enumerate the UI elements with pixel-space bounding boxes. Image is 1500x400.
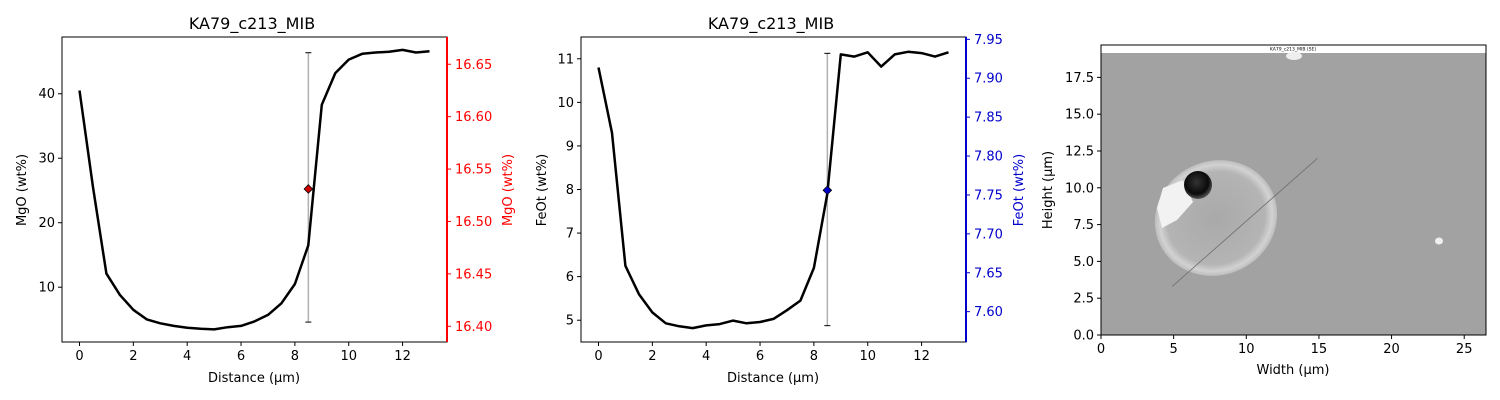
right-y-tick-label: 7.85 <box>974 111 1003 126</box>
right-y-tick-label: 16.65 <box>455 58 492 73</box>
mgo-right-ticks: 16.40 16.45 16.50 16.55 16.60 16.65 <box>447 58 492 335</box>
right-y-tick-label: 7.65 <box>974 266 1003 281</box>
image-y-ticks: 0.0 2.5 5.0 7.5 10.0 12.5 15.0 17.5 <box>1065 71 1101 344</box>
feo-x-ticks: 0 2 4 6 8 10 12 <box>594 342 930 364</box>
x-tick-label: 8 <box>810 349 818 364</box>
bright-crystal <box>1157 180 1193 228</box>
x-tick-label: 8 <box>291 349 299 364</box>
x-tick-label: 0 <box>75 349 83 364</box>
right-y-tick-label: 16.60 <box>455 110 492 125</box>
x-tick-label: 20 <box>1383 342 1400 357</box>
y-tick-label: 7.5 <box>1073 218 1094 233</box>
feo-x-axis-label: Distance (µm) <box>727 371 819 386</box>
se-image-panel: 0.02.55.07.510.012.515.017.5 0 5 10 15 20 25 … <box>1041 44 1487 378</box>
y-tick-label: 5 <box>566 314 574 329</box>
x-tick-label: 12 <box>394 349 411 364</box>
image-y-axis-label: Height (µm) <box>1041 151 1056 229</box>
transect-line <box>1171 158 1318 287</box>
y-tick-label: 6 <box>566 270 574 285</box>
x-tick-label: 0 <box>1097 342 1105 357</box>
mgo-profile-line <box>78 48 430 331</box>
mgo-left-ticks: 10 20 30 40 <box>38 87 62 296</box>
right-y-tick-label: 7.90 <box>974 72 1003 87</box>
image-x-ticks: 0 5 10 15 20 25 <box>1097 335 1473 357</box>
mgo-y-axis-label: MgO (wt%) <box>15 154 30 226</box>
y-tick-label: 8 <box>566 183 574 198</box>
x-tick-label: 15 <box>1311 342 1328 357</box>
x-tick-label: 12 <box>913 349 930 364</box>
y-tick-label: 0.0 <box>1073 329 1094 344</box>
y-tick-label: 17.5 <box>1065 71 1094 86</box>
x-tick-label: 6 <box>237 349 245 364</box>
mgo-right-axis-label: MgO (wt%) <box>501 154 516 226</box>
right-y-tick-label: 16.55 <box>455 163 492 178</box>
right-y-tick-label: 16.45 <box>455 267 492 282</box>
right-y-tick-label: 7.70 <box>974 227 1003 242</box>
y-tick-label: 10 <box>557 96 574 111</box>
feo-right-axis-label: FeOt (wt%) <box>1012 154 1027 226</box>
feo-chart-title: KA79_c213_MIB <box>708 14 834 34</box>
x-tick-label: 10 <box>859 349 876 364</box>
vesicle <box>1184 171 1212 199</box>
image-caption-strip <box>1101 45 1486 53</box>
x-tick-label: 25 <box>1456 342 1473 357</box>
y-tick-label: 5.0 <box>1073 255 1094 270</box>
feo-left-ticks: 5 6 7 8 9 10 11 <box>557 52 581 329</box>
image-frame <box>1100 44 1487 336</box>
y-tick-label: 20 <box>38 216 55 231</box>
x-tick-label: 10 <box>1238 342 1255 357</box>
y-tick-label: 2.5 <box>1073 292 1094 307</box>
x-tick-label: 0 <box>594 349 602 364</box>
x-tick-label: 10 <box>340 349 357 364</box>
feo-y-axis-label: FeOt (wt%) <box>535 154 550 226</box>
x-tick-label: 2 <box>648 349 656 364</box>
right-y-tick-label: 7.75 <box>974 188 1003 203</box>
right-y-tick-label: 16.50 <box>455 215 492 230</box>
feo-plot-frame <box>580 36 967 343</box>
x-tick-label: 2 <box>129 349 137 364</box>
feo-profile-line <box>597 50 949 330</box>
right-y-tick-label: 7.60 <box>974 305 1003 320</box>
x-tick-label: 4 <box>702 349 710 364</box>
y-tick-label: 11 <box>557 52 574 67</box>
small-particle <box>1435 237 1443 245</box>
y-tick-label: 40 <box>38 87 55 102</box>
sem-image: KA79_c213_MIB (SE) <box>1101 45 1486 335</box>
mgo-x-ticks: 0 2 4 6 8 10 12 <box>75 342 411 364</box>
feo-right-point <box>822 185 833 196</box>
y-tick-label: 15.0 <box>1065 108 1094 123</box>
x-tick-label: 5 <box>1170 342 1178 357</box>
y-tick-label: 10 <box>38 281 55 296</box>
right-y-tick-label: 16.40 <box>455 320 492 335</box>
feo-right-ticks: 7.60 7.65 7.70 7.75 7.80 7.85 7.90 7.95 <box>966 33 1003 320</box>
y-tick-label: 9 <box>566 139 574 154</box>
y-tick-label: 7 <box>566 227 574 242</box>
mgo-chart-title: KA79_c213_MIB <box>189 14 315 34</box>
x-tick-label: 4 <box>183 349 191 364</box>
y-tick-label: 10.0 <box>1065 181 1094 196</box>
image-caption: KA79_c213_MIB (SE) <box>1270 47 1316 53</box>
right-y-tick-label: 7.95 <box>974 33 1003 48</box>
right-y-tick-label: 7.80 <box>974 150 1003 165</box>
feo-panel: KA79_c213_MIB 5 6 7 8 9 10 11 7.60 7.65 7.70 7.75… <box>535 14 1027 386</box>
mgo-right-point <box>303 184 314 194</box>
mgo-x-axis-label: Distance (µm) <box>208 371 300 386</box>
y-tick-label: 12.5 <box>1065 144 1094 159</box>
y-tick-label: 30 <box>38 152 55 167</box>
top-particle <box>1286 52 1302 60</box>
image-x-axis-label: Width (µm) <box>1257 363 1330 378</box>
x-tick-label: 6 <box>756 349 764 364</box>
